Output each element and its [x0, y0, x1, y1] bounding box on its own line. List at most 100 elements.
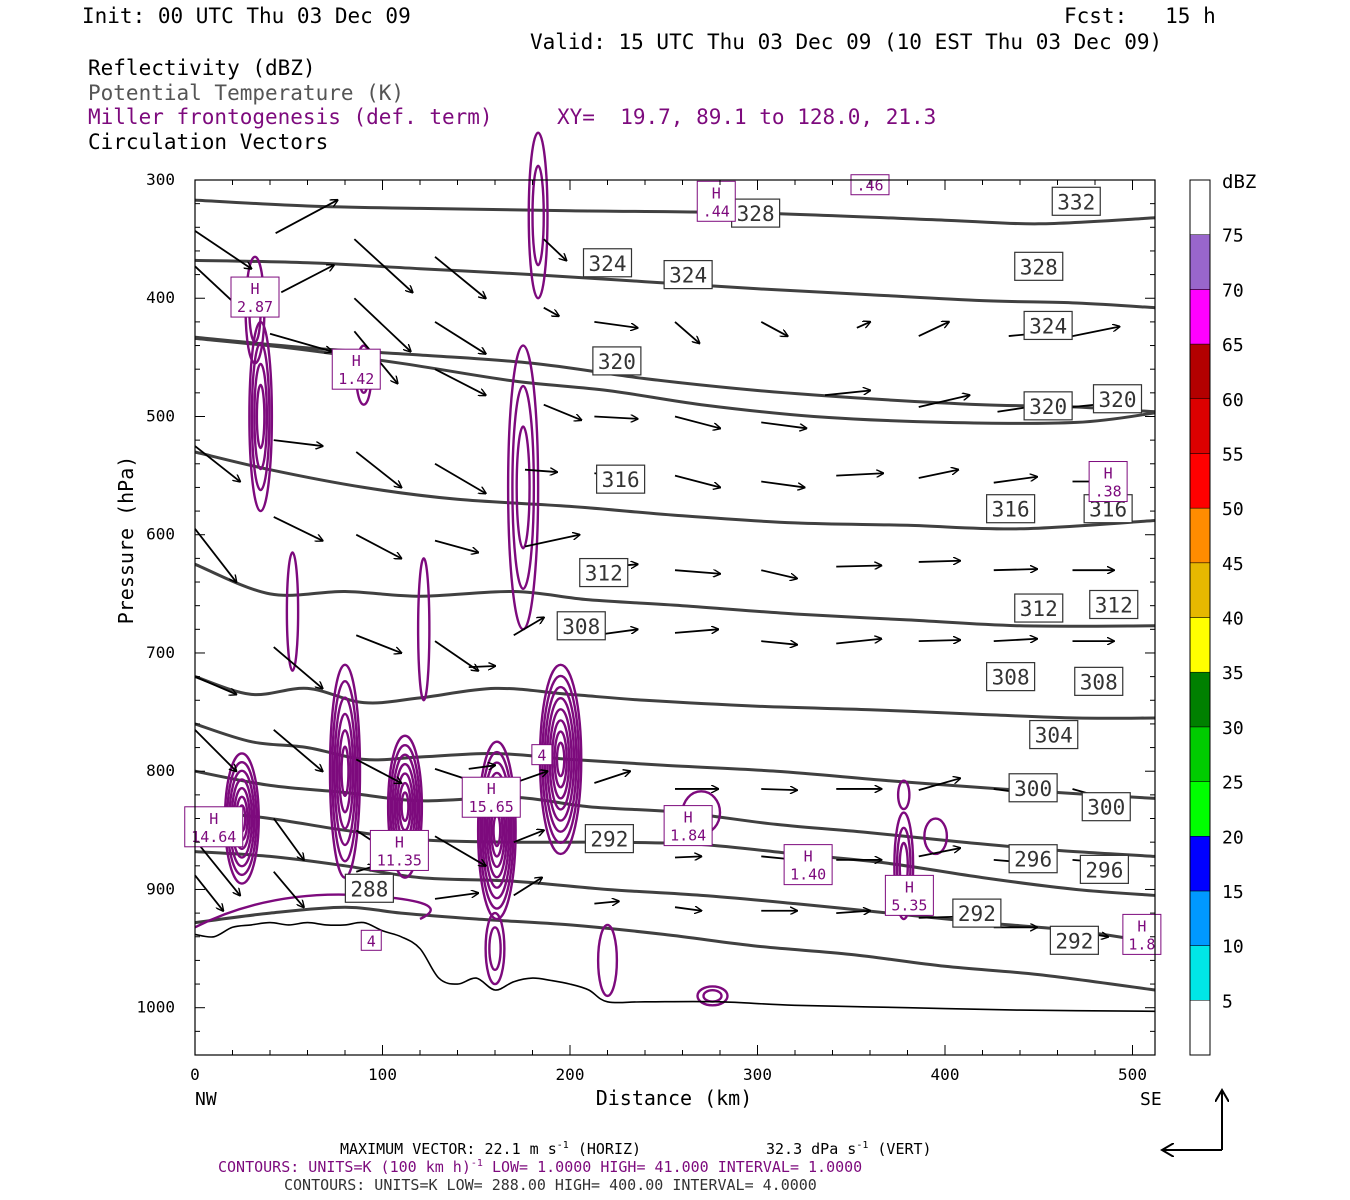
frontogenesis-max-h-2: H	[250, 280, 259, 298]
circulation-vector-95	[594, 901, 618, 903]
frontogenesis-contour-16-0	[484, 911, 506, 986]
circulation-vector-10	[674, 321, 699, 343]
circulation-vector-60	[761, 641, 797, 645]
colorbar-level-75: 75	[1222, 226, 1244, 247]
y-tick-label-800: 800	[146, 761, 175, 780]
frontogenesis-max-h-5: H	[209, 810, 218, 828]
circulation-vector-75	[918, 778, 960, 792]
colorbar-bin-20	[1189, 781, 1211, 837]
theta-label-13: 312	[1020, 597, 1058, 621]
circulation-vector-54	[355, 634, 401, 653]
colorbar-level-20: 20	[1222, 827, 1244, 848]
theta-label-26: 288	[350, 877, 388, 901]
frontogenesis-contour-6-0	[476, 740, 517, 921]
colorbar-bin-40	[1189, 562, 1211, 618]
circulation-vector-94	[513, 878, 542, 897]
colorbar-bin-5	[1189, 945, 1211, 1001]
theta-label-box-20	[1081, 792, 1131, 822]
frontogenesis-max-box-3	[331, 348, 381, 390]
y-tick-label-700: 700	[146, 643, 175, 662]
theta-label-22: 296	[1085, 858, 1123, 882]
frontogenesis-max-h-4: H	[1104, 465, 1113, 483]
circulation-vector-71	[594, 771, 630, 784]
frontogenesis-contour-9-1	[531, 164, 545, 267]
circulation-vector-49	[918, 561, 960, 562]
theta-label-box-13	[1014, 593, 1064, 623]
circulation-vector-48	[836, 565, 881, 566]
field-vectors-title: Circulation Vectors	[88, 130, 329, 154]
theta-label-23: 292	[590, 828, 628, 852]
frontogenesis-max-value-8: 4	[537, 747, 546, 765]
theta-label-10: 316	[992, 498, 1030, 522]
frontogenesis-max-h-11: H	[905, 878, 914, 896]
circulation-vectors	[194, 200, 1119, 937]
circulation-vector-90	[194, 874, 223, 910]
frontogenesis-contour-4-4	[338, 729, 352, 814]
frontogenesis-contour-info: CONTOURS: UNITS=K (100 km h)-1 LOW= 1.00…	[218, 1158, 862, 1176]
circulation-vector-55	[434, 640, 478, 671]
theta-label-box-8	[1092, 384, 1143, 414]
frontogenesis-contour-6-3	[483, 771, 511, 889]
y-tick-label-900: 900	[146, 879, 175, 898]
terrain-surface-line	[194, 921, 1156, 1013]
frontogenesis-contour-10-0	[285, 551, 300, 672]
circulation-vector-84	[674, 856, 701, 857]
frontogenesis-max-value-6: 11.35	[377, 851, 422, 869]
circulation-vector-12	[856, 322, 870, 329]
max-vector-line: MAXIMUM VECTOR: 22.1 m s-1 (HORIZ) 32.3 d…	[340, 1140, 932, 1158]
frontogenesis-max-h-0: H	[712, 184, 721, 202]
frontogenesis-contour-18-0	[696, 985, 729, 1007]
theta-label-box-7	[1023, 391, 1073, 421]
frontogenesis-contour-7-7	[555, 741, 566, 778]
theta-contour-288	[194, 905, 1156, 992]
theta-label-box-25	[1049, 925, 1099, 955]
circulation-vector-43	[434, 539, 478, 553]
circulation-vector-41	[273, 516, 323, 541]
frontogenesis-contour-14-0	[923, 817, 949, 856]
colorbar-level-25: 25	[1222, 773, 1244, 794]
frontogenesis-contour-0-1	[250, 341, 271, 492]
colorbar-level-45: 45	[1222, 554, 1244, 575]
forecast-hour: Fcst: 15 h	[1064, 4, 1216, 28]
colorbar-frame	[1189, 179, 1211, 1056]
circulation-vector-91	[273, 871, 304, 907]
circulation-vector-31	[434, 463, 486, 494]
circulation-vector-82	[513, 830, 544, 843]
theta-label-12: 312	[585, 562, 623, 586]
theta-label-21: 296	[1014, 848, 1052, 872]
circulation-vector-63	[993, 639, 1037, 641]
circulation-vector-98	[836, 911, 870, 913]
axes: 0 100 200 300 400 500 300 400 500 600 700 800 900 100…	[136, 170, 1155, 1084]
colorbar-bin-65	[1189, 289, 1211, 345]
frontogenesis-max-h-7: H	[487, 780, 496, 798]
theta-label-0: 332	[1057, 190, 1095, 214]
colorbar-level-70: 70	[1222, 280, 1244, 301]
colorbar-bin-35	[1189, 617, 1211, 673]
colorbar-bin-25	[1189, 726, 1211, 782]
frontogenesis-contour-0-3	[255, 383, 266, 450]
frontogenesis-max-box-8	[531, 744, 553, 766]
circulation-vector-3	[353, 238, 412, 292]
circulation-vector-40	[194, 528, 236, 582]
circulation-vector-2	[280, 265, 334, 294]
colorbar-level-50: 50	[1222, 499, 1244, 520]
theta-label-17: 308	[1080, 670, 1118, 694]
x-left-end-label: NW	[195, 1089, 217, 1110]
frontogenesis-max-box-12	[360, 929, 382, 951]
theta-label-box-10	[986, 494, 1036, 524]
frontogenesis-max-box-2	[230, 276, 280, 318]
circulation-vector-73	[761, 789, 797, 790]
field-theta-title: Potential Temperature (K)	[88, 81, 405, 105]
frontogenesis-contour-9-0	[527, 131, 549, 300]
x-tick-label-100: 100	[368, 1065, 397, 1084]
valid-time: Valid: 15 UTC Thu 03 Dec 09 (10 EST Thu …	[530, 30, 1163, 54]
circulation-vector-8	[543, 306, 559, 316]
theta-label-25: 292	[1055, 929, 1093, 953]
theta-label-5: 324	[1029, 314, 1067, 338]
circulation-vector-56	[468, 666, 495, 667]
frontogenesis-max-value-9: 1.84	[670, 827, 706, 845]
theta-contour-316	[194, 450, 1156, 531]
frontogenesis-max-value-4: .38	[1095, 483, 1122, 501]
circulation-vector-65	[194, 729, 236, 771]
